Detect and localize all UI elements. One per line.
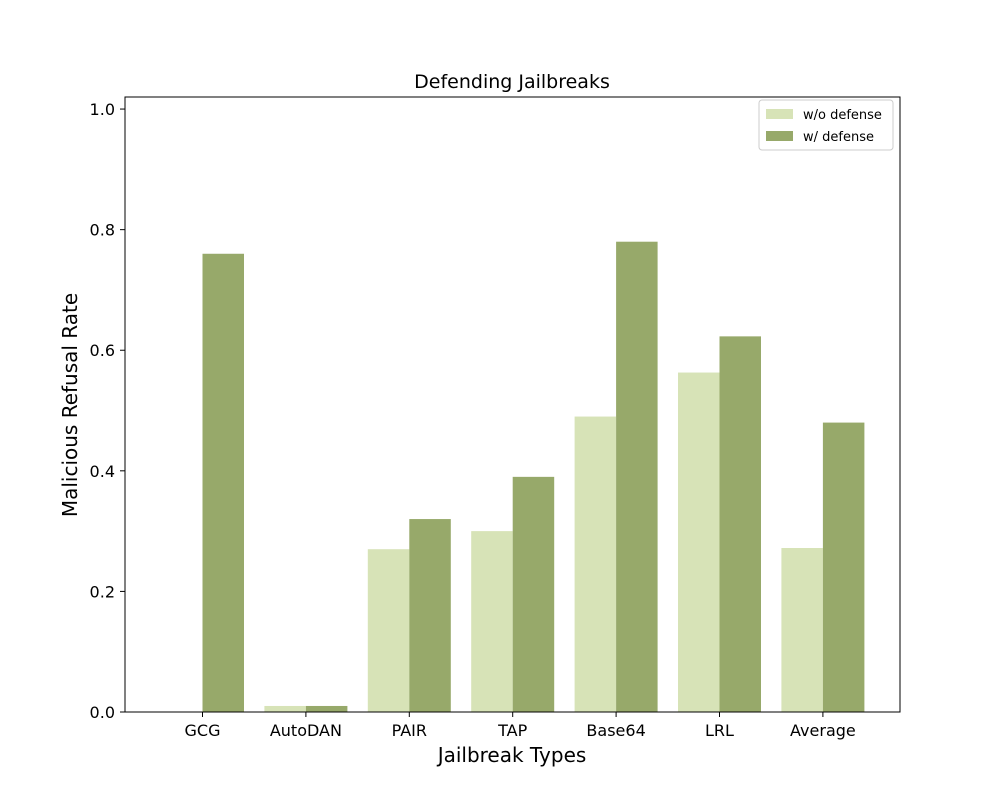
bar-w-o-defense-pair bbox=[367, 549, 410, 712]
legend-label-with-defense: w/ defense bbox=[803, 130, 874, 145]
x-tick-label-pair: PAIR bbox=[392, 721, 427, 740]
legend: w/o defense w/ defense bbox=[758, 99, 894, 151]
y-tick-label-5: 1.0 bbox=[90, 100, 115, 119]
bar-w-defense-average bbox=[822, 422, 865, 712]
y-tick-label-0: 0.0 bbox=[90, 703, 115, 722]
legend-swatch-with-defense bbox=[766, 131, 793, 141]
bar-w-defense-autodan bbox=[305, 705, 348, 712]
legend-label-without-defense: w/o defense bbox=[803, 108, 882, 123]
bar-w-defense-pair bbox=[409, 519, 451, 712]
y-tick-label-2: 0.4 bbox=[90, 462, 115, 481]
bar-w-defense-gcg bbox=[202, 253, 244, 712]
x-tick-label-autodan: AutoDAN bbox=[270, 721, 342, 740]
bar-w-o-defense-average bbox=[781, 548, 823, 712]
bar-w-o-defense-lrl bbox=[678, 372, 720, 712]
legend-swatch-without-defense bbox=[766, 109, 793, 119]
bar-w-o-defense-base64 bbox=[574, 416, 617, 712]
bar-w-defense-tap bbox=[512, 476, 555, 712]
bars-group bbox=[202, 241, 865, 713]
x-tick-label-base64: Base64 bbox=[586, 721, 645, 740]
x-tick-label-lrl: LRL bbox=[705, 721, 734, 740]
x-tick-label-average: Average bbox=[790, 721, 856, 740]
bar-w-defense-base64 bbox=[616, 241, 658, 713]
bar-w-o-defense-tap bbox=[471, 531, 513, 712]
x-tick-label-tap: TAP bbox=[497, 721, 527, 740]
ticks-group: GCG AutoDAN PAIR TAP Base64 LRL Average 0.0 0.2 0… bbox=[90, 100, 856, 740]
y-tick-label-4: 0.8 bbox=[90, 221, 115, 240]
chart-title: Defending Jailbreaks bbox=[414, 71, 610, 93]
bar-w-o-defense-autodan bbox=[264, 705, 306, 712]
x-tick-label-gcg: GCG bbox=[185, 721, 221, 740]
bar-w-defense-lrl bbox=[719, 336, 761, 712]
x-axis-label: Jailbreak Types bbox=[436, 743, 587, 767]
plot-frame bbox=[124, 96, 901, 713]
y-axis-label: Malicious Refusal Rate bbox=[58, 293, 82, 517]
y-tick-label-1: 0.2 bbox=[90, 582, 115, 601]
y-tick-label-3: 0.6 bbox=[90, 341, 115, 360]
